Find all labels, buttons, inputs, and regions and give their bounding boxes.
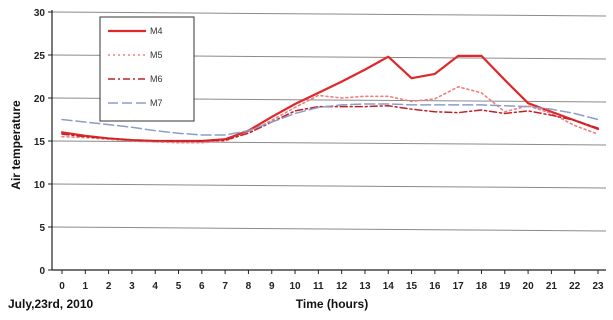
x-tick-label: 10 [289, 281, 301, 292]
legend: M4 M5 M6 M7 [99, 16, 195, 122]
y-tick-label: 15 [34, 137, 46, 148]
y-tick-label: 20 [34, 94, 46, 105]
x-tick-label: 12 [336, 281, 348, 292]
x-tick-label: 15 [406, 281, 418, 292]
x-tick-label: 2 [106, 281, 112, 292]
y-tick-label: 0 [39, 266, 45, 277]
legend-label: M6 [150, 74, 163, 84]
y-axis-title: Air temperature [9, 100, 23, 190]
legend-label: M7 [150, 98, 163, 108]
x-tick-label: 13 [359, 281, 371, 292]
x-tick-labels: 0 1 2 3 4 5 6 7 8 9 10 11 12 13 14 15 16 17 18 19 20 21 22 23 [59, 281, 604, 292]
legend-label: M4 [150, 26, 163, 36]
y-tick-label: 30 [34, 8, 46, 19]
x-tick-label: 22 [569, 281, 581, 292]
y-tick-label: 25 [34, 51, 46, 62]
gridline [51, 226, 607, 232]
y-tick-label: 5 [39, 223, 45, 234]
legend-label: M5 [150, 50, 163, 60]
x-tick-label: 6 [199, 281, 205, 292]
date-note: July,23rd, 2010 [8, 297, 93, 311]
legend-box [99, 16, 195, 122]
x-tick-label: 16 [429, 281, 441, 292]
gridline [51, 183, 607, 189]
x-tick-label: 4 [152, 281, 158, 292]
x-tick-label: 18 [476, 281, 488, 292]
x-tick-label: 14 [383, 281, 395, 292]
x-tick-label: 23 [592, 281, 604, 292]
gridline [51, 11, 607, 17]
series-lines [60, 54, 600, 144]
x-tick-label: 8 [246, 281, 252, 292]
x-tick-label: 19 [499, 281, 511, 292]
series-line-m5 [61, 86, 599, 144]
x-tick-label: 17 [453, 281, 465, 292]
x-tick-label: 21 [546, 281, 558, 292]
x-tick-label: 9 [269, 281, 275, 292]
series-line-m7 [61, 103, 599, 136]
gridline [51, 140, 607, 146]
x-tick-label: 7 [222, 281, 228, 292]
y-tick-labels: 0 5 10 15 20 25 30 [34, 8, 46, 277]
x-tick-label: 5 [176, 281, 182, 292]
x-tick-label: 0 [59, 281, 65, 292]
x-tick-label: 11 [313, 281, 324, 292]
x-tick-label: 1 [83, 281, 89, 292]
axes [48, 10, 606, 274]
x-axis-title: Time (hours) [296, 297, 368, 311]
y-tick-label: 10 [34, 180, 46, 191]
x-tick-label: 20 [523, 281, 535, 292]
x-tick-label: 3 [129, 281, 135, 292]
